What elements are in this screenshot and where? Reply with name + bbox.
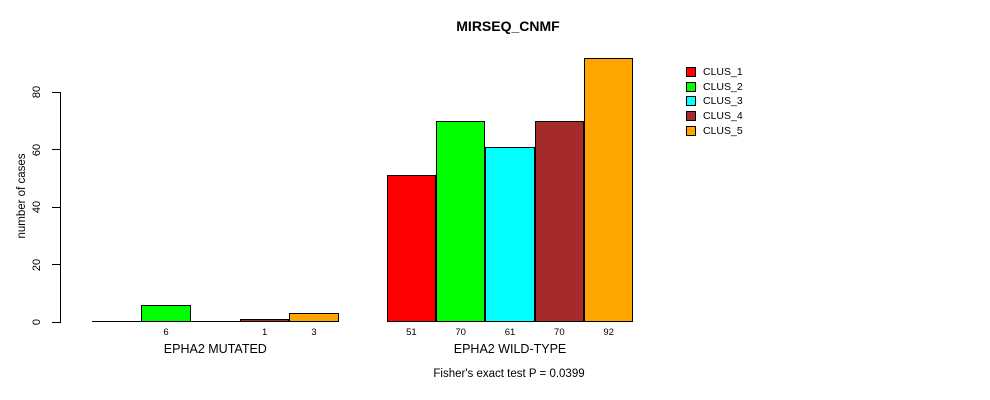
statistical-test-caption: Fisher's exact test P = 0.0399 — [433, 368, 585, 380]
bar-value-label: 1 — [261, 327, 268, 338]
bar-value-label: 3 — [311, 327, 317, 338]
legend-label: CLUS_1 — [703, 66, 743, 78]
y-axis-tick — [52, 206, 61, 208]
legend-label: CLUS_4 — [703, 109, 743, 122]
y-axis-tick — [52, 264, 61, 265]
y-axis-tick-label: 20 — [31, 258, 43, 271]
legend-swatch-clus-1 — [686, 67, 696, 77]
bar-value-label: 92 — [603, 327, 614, 338]
legend-swatch-clus-2 — [686, 81, 696, 92]
y-axis-tick-label: 60 — [31, 143, 43, 156]
y-axis-tick — [52, 91, 61, 93]
legend-item-clus-5: CLUS_5 — [686, 125, 743, 137]
bar-clus-1-epha2-mutated — [92, 321, 142, 322]
bar-clus-4-epha2-mutated — [239, 319, 290, 322]
bar-clus-3-epha2-mutated — [190, 321, 240, 322]
y-axis-label: number of cases — [16, 153, 28, 239]
legend-label: CLUS_5 — [703, 124, 743, 137]
bar-clus-1-epha2-wild-type — [386, 175, 437, 322]
legend-swatch-clus-4 — [686, 110, 696, 121]
bar-clus-3-epha2-wild-type — [485, 146, 535, 322]
bar-value-label: 51 — [406, 327, 417, 338]
y-axis-tick-label: 40 — [31, 200, 43, 214]
legend-label: CLUS_2 — [703, 80, 743, 93]
legend-swatch-clus-3 — [686, 96, 696, 107]
y-axis-tick-label: 0 — [31, 318, 43, 326]
chart-title: MIRSEQ_CNMF — [456, 18, 560, 34]
y-axis-tick-label: 80 — [31, 85, 43, 99]
legend-item-clus-3: CLUS_3 — [686, 95, 743, 107]
x-axis-group-label: EPHA2 MUTATED — [163, 342, 267, 356]
legend-item-clus-4: CLUS_4 — [686, 110, 743, 122]
bar-clus-4-epha2-wild-type — [534, 120, 585, 322]
y-axis-tick — [52, 149, 61, 150]
bar-value-label: 6 — [163, 327, 169, 338]
bar-value-label: 61 — [504, 327, 516, 338]
y-axis-tick — [52, 321, 61, 323]
bar-clus-5-epha2-wild-type — [584, 57, 634, 322]
legend-item-clus-2: CLUS_2 — [686, 81, 743, 93]
legend-label: CLUS_3 — [703, 95, 743, 108]
bar-value-label: 70 — [554, 327, 565, 338]
bar-clus-2-epha2-wild-type — [436, 120, 486, 322]
bar-clus-5-epha2-mutated — [289, 313, 339, 322]
bar-value-label: 70 — [455, 327, 466, 338]
legend-item-clus-1: CLUS_1 — [686, 66, 743, 78]
bar-clus-2-epha2-mutated — [141, 304, 191, 322]
legend-swatch-clus-5 — [686, 125, 696, 136]
x-axis-group-label: EPHA2 WILD-TYPE — [453, 342, 567, 356]
